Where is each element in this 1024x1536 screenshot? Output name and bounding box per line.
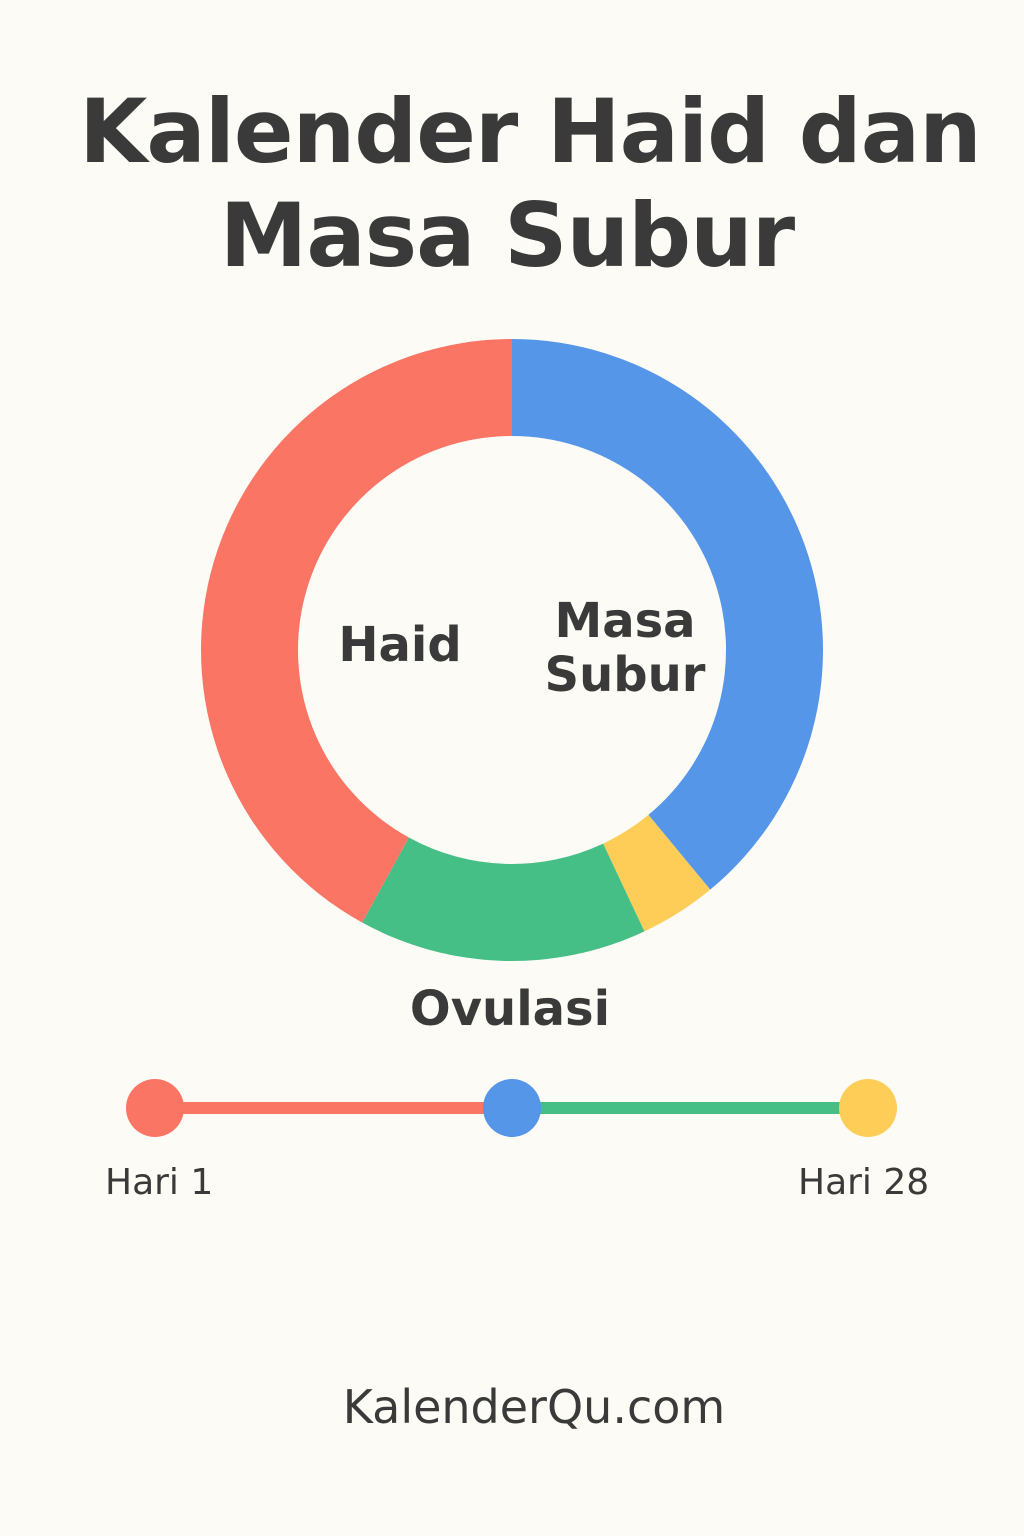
label-masa: Masa bbox=[554, 593, 696, 649]
timeline-end-label: Hari 28 bbox=[798, 1162, 930, 1203]
title-line-1: Kalender Haid dan bbox=[79, 80, 982, 183]
timeline-point-0 bbox=[126, 1079, 184, 1137]
donut-slice-3 bbox=[201, 339, 513, 923]
timeline-point-1 bbox=[483, 1079, 541, 1137]
donut-slice-0 bbox=[512, 339, 823, 890]
donut-slice-2 bbox=[362, 837, 645, 961]
label-masa-subur: Masa Subur bbox=[540, 594, 710, 702]
label-subur: Subur bbox=[544, 647, 706, 703]
timeline-start-label: Hari 1 bbox=[105, 1162, 214, 1203]
footer-brand: KalenderQu.com bbox=[342, 1380, 726, 1434]
label-ovulasi: Ovulasi bbox=[409, 981, 611, 1037]
page-title: Kalender Haid dan Masa Subur bbox=[0, 80, 1024, 288]
title-line-2: Masa Subur bbox=[219, 184, 795, 287]
label-haid: Haid bbox=[338, 617, 462, 673]
timeline-point-2 bbox=[839, 1079, 897, 1137]
donut-slice-1 bbox=[603, 814, 711, 932]
